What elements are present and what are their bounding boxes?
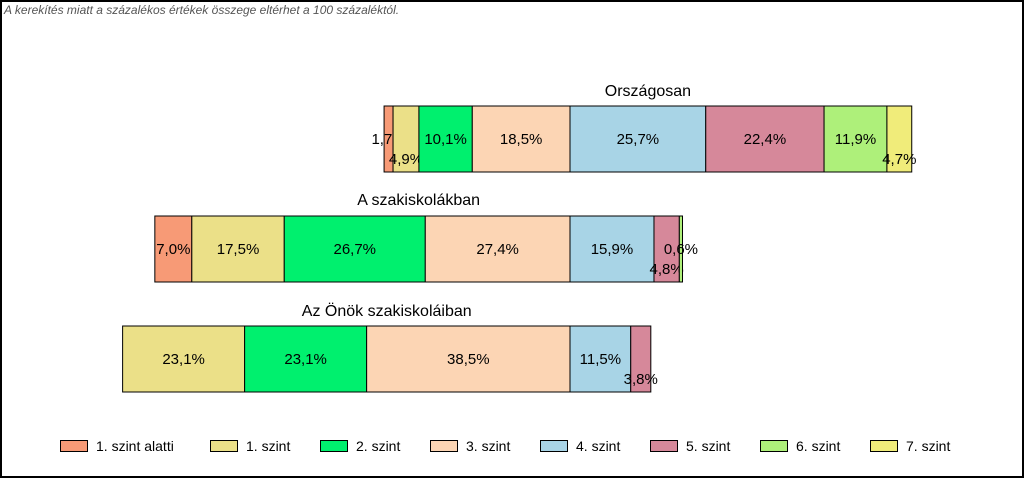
bar-segment (705, 105, 825, 173)
data-label: 15,9% (591, 241, 634, 258)
data-label: 27,4% (476, 241, 519, 258)
data-label: 11,5% (580, 351, 621, 368)
bar-segment (244, 325, 368, 393)
bar-segment (569, 325, 632, 393)
data-label: 22,4% (744, 131, 787, 148)
bar-title: Az Önök szakiskoláiban (302, 302, 472, 320)
bar-segment (886, 105, 913, 173)
rounding-note: A kerekítés miatt a százalékos értékek ö… (4, 3, 400, 17)
data-label: 4,9% (389, 151, 423, 168)
bar-segment (471, 105, 571, 173)
data-label: 38,5% (447, 351, 490, 368)
data-label: 7,0% (156, 241, 190, 258)
data-label: 26,7% (333, 241, 376, 258)
bar-segment (569, 105, 707, 173)
data-label: 0,6% (664, 241, 698, 258)
bar-segment (191, 215, 285, 283)
data-label: 4,8% (650, 261, 684, 278)
data-label: 17,5% (217, 241, 260, 258)
data-label: 18,5% (500, 131, 543, 148)
data-label: 3,8% (624, 371, 658, 388)
bar-segment (630, 325, 652, 393)
bar-segment (823, 105, 888, 173)
bar-segment (154, 215, 193, 283)
bar-segment (418, 105, 473, 173)
bar-segment (569, 215, 655, 283)
bar-segment (366, 325, 571, 393)
bar-segment (122, 325, 246, 393)
data-label: 25,7% (617, 131, 660, 148)
data-label: 10,1% (424, 131, 467, 148)
data-label: 23,1% (162, 351, 205, 368)
data-label: 11,9% (835, 131, 876, 148)
data-label: 23,1% (284, 351, 327, 368)
bar-title: Országosan (605, 83, 691, 100)
bar-title: A szakiskolákban (357, 192, 480, 209)
bar-segment (283, 215, 426, 283)
bar-segment (678, 215, 684, 283)
data-label: 4,7% (882, 151, 916, 168)
